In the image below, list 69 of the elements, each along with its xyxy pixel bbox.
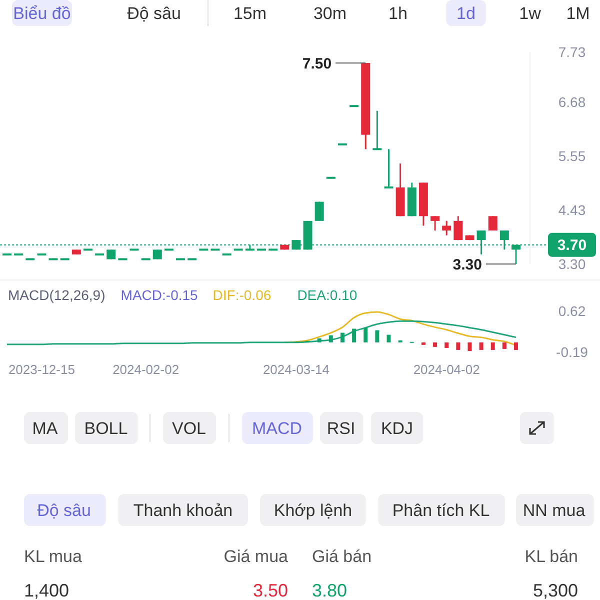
text: Độ sâu	[127, 4, 181, 23]
bar	[433, 342, 438, 347]
text: MACD:-0.15	[120, 287, 198, 303]
y-tick-label: 6.68	[558, 94, 586, 110]
text: 5,300	[532, 580, 578, 600]
candlestick	[442, 220, 452, 236]
chart-title: MACD(12,26,9)	[8, 287, 106, 303]
text: 3.50	[252, 580, 288, 600]
bar	[352, 328, 356, 342]
text: 30m	[313, 4, 347, 23]
text: 1d	[456, 4, 476, 23]
x-tick-label: 2024-02-02	[112, 362, 180, 377]
text: NN mua	[522, 500, 586, 520]
bar	[456, 342, 460, 350]
bar	[375, 330, 380, 342]
candlestick	[454, 215, 463, 241]
candlestick	[430, 215, 440, 232]
bar	[444, 342, 449, 348]
y-tick-label: 5.55	[558, 148, 586, 164]
text: Phân tích KL	[392, 500, 490, 520]
text: DIF:-0.06	[212, 287, 272, 303]
y-tick-label: 3.30	[558, 256, 586, 272]
text: MA	[32, 418, 58, 438]
text: Khớp lệnh	[274, 500, 352, 520]
text: BOLL	[84, 418, 128, 438]
x-tick-label: 2023-12-15	[8, 362, 75, 377]
text: 1M	[566, 4, 590, 23]
y-tick-label: -0.19	[556, 344, 588, 360]
bar	[328, 335, 333, 342]
text: KL bán	[524, 546, 578, 566]
bar	[479, 342, 484, 350]
text: 1h	[388, 4, 408, 23]
text: 1,400	[24, 580, 70, 600]
bar	[421, 342, 426, 345]
text: 15m	[233, 4, 267, 23]
text: 1w	[519, 4, 542, 23]
bar	[502, 342, 506, 349]
text: Thanh khoản	[133, 500, 233, 520]
series-label: DEA:0.10	[297, 287, 358, 303]
y-tick-label: 4.43	[558, 202, 586, 218]
text: Giá bán	[312, 546, 372, 566]
text: KL mua	[24, 546, 82, 566]
bar	[514, 342, 518, 350]
text: Biểu đồ	[13, 4, 71, 23]
x-tick-label: 2024-04-02	[413, 362, 480, 377]
bar	[490, 342, 495, 350]
candlestick	[314, 201, 324, 222]
candlestick	[372, 110, 382, 150]
candlestick	[488, 215, 498, 232]
bar	[340, 332, 344, 342]
bar	[364, 328, 368, 342]
text: Giá mua	[224, 546, 289, 566]
ref-line-label: 3.70	[557, 237, 587, 254]
y-tick-label: 7.73	[558, 44, 586, 60]
bar	[317, 338, 322, 342]
bar	[468, 342, 472, 351]
candlestick	[384, 148, 394, 188]
text: VOL	[172, 418, 206, 438]
y-tick-label: 0.62	[558, 302, 586, 319]
bar	[386, 334, 391, 342]
annotation: 3.30	[452, 256, 482, 274]
text: RSI	[326, 418, 356, 438]
annotation: 7.50	[302, 55, 332, 72]
text: MACD	[252, 418, 302, 438]
text: Độ sâu	[37, 500, 91, 520]
x-tick-label: 2024-03-14	[262, 362, 330, 377]
text: KDJ	[380, 418, 414, 438]
line-series	[6, 320, 517, 346]
text: 3.80	[312, 580, 348, 600]
